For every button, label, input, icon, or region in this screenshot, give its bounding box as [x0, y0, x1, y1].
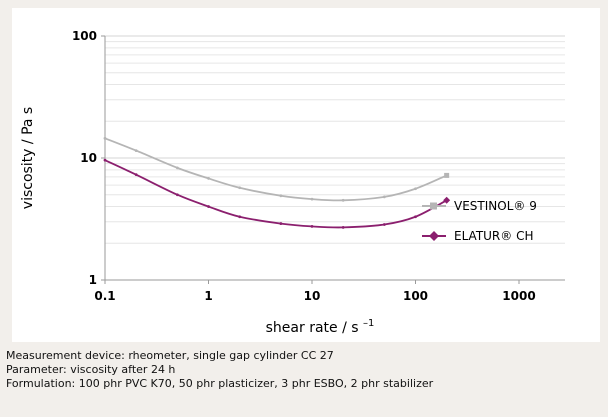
data-point — [279, 194, 283, 198]
data-point — [207, 205, 210, 208]
end-marker — [443, 196, 451, 204]
y-tick-label: 100 — [72, 29, 97, 43]
legend-entry-0: VESTINOL® 9 — [422, 199, 537, 213]
data-point — [414, 187, 417, 191]
data-point — [310, 197, 314, 201]
series-1 — [103, 158, 451, 229]
data-point — [134, 149, 138, 152]
legend-entry-1: ELATUR® CH — [422, 229, 534, 243]
x-tick-label: 1 — [204, 289, 212, 303]
data-point — [310, 225, 314, 228]
data-point — [238, 186, 242, 190]
legend: VESTINOL® 9 ELATUR® CH — [422, 199, 537, 243]
measurement-notes: Measurement device: rheometer, single ga… — [6, 349, 606, 391]
series-lines — [103, 136, 451, 229]
data-point — [341, 225, 345, 229]
end-marker — [444, 172, 450, 178]
legend-marker — [430, 202, 437, 210]
data-point — [207, 177, 210, 180]
legend-label: ELATUR® CH — [454, 229, 534, 243]
data-point — [238, 215, 242, 219]
y-tick-label: 10 — [80, 151, 97, 165]
data-point — [279, 222, 283, 225]
gridlines — [105, 35, 565, 244]
legend-label: VESTINOL® 9 — [454, 199, 537, 213]
y-tick-label: 1 — [89, 273, 97, 287]
data-point — [134, 173, 138, 177]
series-0 — [103, 136, 450, 202]
data-point — [175, 166, 179, 170]
x-tick-label: 1000 — [502, 289, 535, 303]
x-tick-label: 10 — [304, 289, 321, 303]
x-axis-title: shear rate / s –1 — [266, 318, 375, 336]
chart-panel: 1 10 100 0.1 1 10 100 1000 VESTINOL® 9 ELATUR® C… — [12, 8, 600, 342]
data-point — [103, 158, 107, 162]
data-point — [175, 193, 179, 197]
data-point — [103, 136, 107, 140]
data-point — [382, 195, 386, 199]
y-axis-title: viscosity / Pa s — [20, 107, 36, 209]
data-point — [414, 215, 417, 219]
viscosity-chart: 1 10 100 0.1 1 10 100 1000 VESTINOL® 9 ELATUR® C… — [20, 29, 565, 336]
data-point — [341, 198, 345, 202]
data-point — [382, 223, 386, 226]
x-tick-label: 100 — [403, 289, 428, 303]
note-parameter: Parameter: viscosity after 24 h — [6, 363, 176, 376]
note-device: Measurement device: rheometer, single ga… — [6, 349, 334, 362]
x-axis-title-exponent: –1 — [363, 318, 374, 329]
x-axis-title-main: shear rate / s — [266, 320, 359, 336]
axes: 1 10 100 0.1 1 10 100 1000 — [72, 29, 565, 303]
note-formulation: Formulation: 100 phr PVC K70, 50 phr pla… — [6, 377, 434, 390]
x-tick-label: 0.1 — [94, 289, 115, 303]
legend-marker — [429, 231, 439, 241]
